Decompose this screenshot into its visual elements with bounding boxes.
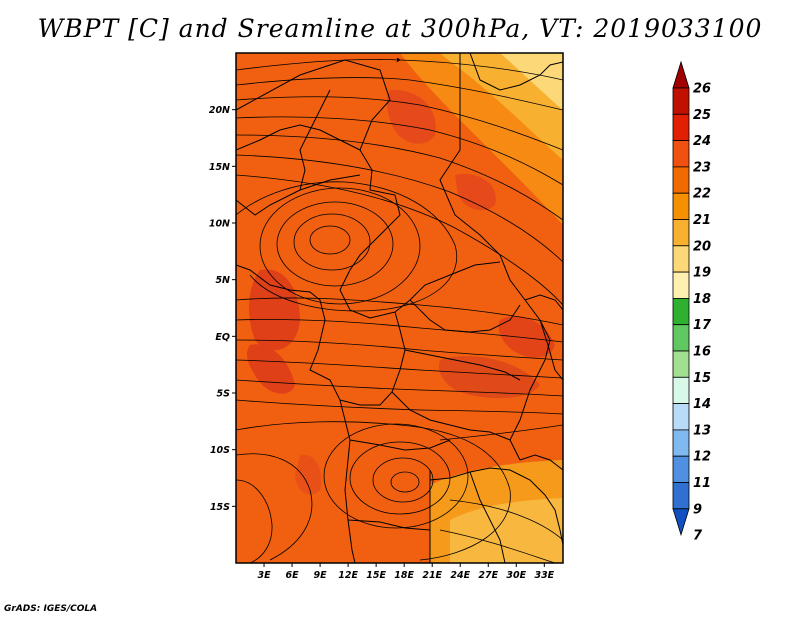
footer-credit: GrADS: IGES/COLA xyxy=(4,604,98,614)
wbpt-warm-patch xyxy=(438,356,540,399)
colorbar-level-label: 9 xyxy=(693,502,702,517)
wbpt-warm-patch xyxy=(386,89,436,144)
lon-tick-label: 3E xyxy=(257,570,271,581)
map-frame xyxy=(235,52,564,564)
longitude-axis: 3E 6E 9E 12E 15E 18E 21E 24E 27E 30E 33E xyxy=(257,563,555,581)
colorbar-upper-arrow xyxy=(672,60,690,89)
colorbar-level-label: 23 xyxy=(693,160,711,175)
colorbar-level-label: 17 xyxy=(693,318,712,333)
colorbar-swatch xyxy=(672,192,690,220)
colorbar-swatch xyxy=(672,297,690,326)
colorbar-lower-arrow xyxy=(672,508,690,537)
colorbar-level-label: 26 xyxy=(693,82,711,97)
wbpt-field xyxy=(236,53,563,563)
colorbar-level-label: 18 xyxy=(693,292,711,307)
lat-tick-label: 10S xyxy=(210,445,230,456)
lon-tick-label: 12E xyxy=(338,570,358,581)
colorbar-swatch xyxy=(672,350,690,378)
colorbar-level-label: 7 xyxy=(693,529,703,544)
latitude-axis: 20N 15N 10N 5N EQ 5S 10S 15S xyxy=(209,105,236,513)
wbpt-warm-patch xyxy=(247,344,295,394)
colorbar-swatch xyxy=(672,113,690,142)
colorbar-swatch xyxy=(672,403,690,431)
colorbar-swatch xyxy=(672,87,690,115)
colorbar-level-label: 24 xyxy=(693,134,711,149)
colorbar-swatch xyxy=(672,245,690,273)
lat-tick-label: EQ xyxy=(215,332,230,343)
lon-tick-label: 27E xyxy=(478,570,498,581)
lat-tick-label: 5N xyxy=(215,275,230,286)
colorbar-legend: 26 25 24 23 22 21 20 19 18 17 16 15 14 13 12 11 9 7 xyxy=(672,60,712,544)
lat-tick-label: 15S xyxy=(210,502,230,513)
colorbar-swatch xyxy=(672,219,690,247)
country-borders xyxy=(236,53,563,563)
streamlines xyxy=(236,57,563,563)
colorbar-level-label: 22 xyxy=(693,187,711,202)
wbpt-zone-southeast-20 xyxy=(450,498,563,563)
colorbar-level-label: 19 xyxy=(693,266,711,281)
wbpt-warm-patch xyxy=(498,316,555,358)
colorbar-swatch xyxy=(672,324,690,352)
colorbar-level-label: 25 xyxy=(693,108,711,123)
colorbar-swatch xyxy=(672,429,690,457)
lat-tick-label: 10N xyxy=(209,219,230,230)
colorbar-level-label: 13 xyxy=(693,423,711,438)
lon-tick-label: 18E xyxy=(394,570,414,581)
lon-tick-label: 9E xyxy=(314,570,328,581)
colorbar-level-label: 16 xyxy=(693,345,711,360)
chart-title: WBPT [C] and Sreamline at 300hPa, VT: 20… xyxy=(37,14,763,43)
lon-tick-label: 21E xyxy=(422,570,442,581)
lon-tick-label: 30E xyxy=(506,570,526,581)
lat-tick-label: 15N xyxy=(209,162,230,173)
colorbar-swatch xyxy=(672,376,690,404)
colorbar-level-label: 12 xyxy=(693,450,711,465)
colorbar-swatch xyxy=(672,455,690,483)
colorbar-swatch xyxy=(672,271,690,299)
colorbar-swatch xyxy=(672,482,690,510)
colorbar-swatch xyxy=(672,166,690,194)
lon-tick-label: 24E xyxy=(450,570,470,581)
lat-tick-label: 20N xyxy=(209,105,230,116)
lon-tick-label: 33E xyxy=(534,570,554,581)
colorbar-level-label: 21 xyxy=(693,213,711,228)
colorbar-level-label: 15 xyxy=(693,371,711,386)
wbpt-warm-patch xyxy=(455,174,496,211)
colorbar-level-label: 11 xyxy=(693,476,711,491)
lon-tick-label: 15E xyxy=(366,570,386,581)
wbpt-warm-patch xyxy=(295,454,322,495)
lat-tick-label: 5S xyxy=(217,389,231,400)
colorbar-swatch xyxy=(672,140,690,168)
colorbar-level-label: 20 xyxy=(693,239,711,254)
colorbar-level-label: 14 xyxy=(693,397,711,412)
lon-tick-label: 6E xyxy=(286,570,300,581)
